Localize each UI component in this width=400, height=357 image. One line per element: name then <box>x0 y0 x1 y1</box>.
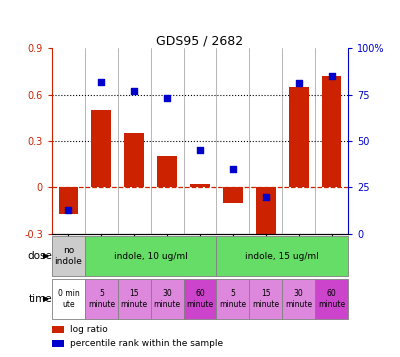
Text: dose: dose <box>27 251 52 261</box>
Point <box>230 166 236 172</box>
Title: GDS95 / 2682: GDS95 / 2682 <box>156 34 244 47</box>
Bar <box>216 236 348 276</box>
Bar <box>52 279 85 319</box>
Text: indole, 15 ug/ml: indole, 15 ug/ml <box>245 252 319 261</box>
Bar <box>157 156 177 187</box>
Bar <box>322 76 342 187</box>
Bar <box>124 133 144 187</box>
Text: 15
minute: 15 minute <box>121 289 148 309</box>
Bar <box>85 279 118 319</box>
Text: 5
minute: 5 minute <box>88 289 115 309</box>
Bar <box>85 236 216 276</box>
Text: log ratio: log ratio <box>70 325 108 334</box>
Text: percentile rank within the sample: percentile rank within the sample <box>70 339 223 348</box>
Point <box>296 81 302 86</box>
Bar <box>118 279 151 319</box>
Bar <box>282 279 315 319</box>
Text: 30
minute: 30 minute <box>285 289 312 309</box>
Bar <box>58 187 78 214</box>
Bar <box>315 279 348 319</box>
Bar <box>92 110 111 187</box>
Point <box>328 73 335 79</box>
Text: no
indole: no indole <box>54 246 82 266</box>
Text: 5
minute: 5 minute <box>219 289 246 309</box>
Bar <box>52 340 64 347</box>
Bar <box>216 279 249 319</box>
Bar <box>256 187 276 237</box>
Bar <box>184 279 216 319</box>
Text: 15
minute: 15 minute <box>252 289 279 309</box>
Text: indole, 10 ug/ml: indole, 10 ug/ml <box>114 252 188 261</box>
Bar <box>223 187 243 203</box>
Point <box>98 79 104 85</box>
Bar <box>249 279 282 319</box>
Point <box>164 95 170 101</box>
Text: 0 min
ute: 0 min ute <box>58 289 79 309</box>
Bar <box>52 326 64 333</box>
Text: 60
minute: 60 minute <box>186 289 214 309</box>
Text: 30
minute: 30 minute <box>154 289 181 309</box>
Text: time: time <box>28 294 52 304</box>
Bar <box>289 87 308 187</box>
Bar <box>190 184 210 187</box>
Point <box>262 194 269 200</box>
Bar <box>151 279 184 319</box>
Point <box>197 147 203 153</box>
Point <box>65 207 72 212</box>
Bar <box>52 236 85 276</box>
Text: 60
minute: 60 minute <box>318 289 345 309</box>
Point <box>131 88 138 94</box>
